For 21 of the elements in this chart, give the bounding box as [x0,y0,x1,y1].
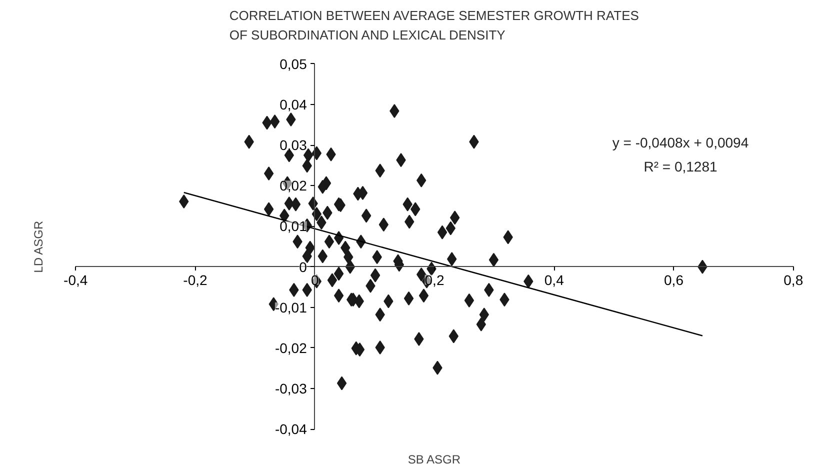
x-tick-label: 0,8 [784,272,804,288]
chart-title: CORRELATION BETWEEN AVERAGE SEMESTER GROWTH RATES OF SUBORDINATION AND LEXICAL DENSITY [229,8,640,42]
annotation: y = -0,0408x + 0,0094 [612,134,749,150]
y-tick-label: -0,03 [274,380,308,396]
y-axis-title: LD ASGR [32,220,46,273]
y-tick-label: -0,02 [274,340,308,356]
y-tick-label: 0 [299,258,308,275]
y-tick-label: 0,02 [280,178,308,194]
y-tick-label: 0,04 [280,96,308,112]
x-tick-label: 0,2 [424,272,444,288]
annotation: R² = 0,1281 [644,158,718,174]
x-tick-label: -0,4 [64,272,88,288]
y-tick-label: 0,03 [280,137,308,154]
x-tick-label: -0,2 [183,272,208,288]
y-tick-label: 0,05 [280,56,308,72]
y-tick-label: 0,01 [280,218,308,234]
y-tick-label: -0,01 [274,299,308,316]
x-tick-label: 0,6 [664,272,684,288]
y-tick-label: -0,04 [274,421,308,438]
x-tick-label: 0,4 [544,272,564,288]
x-axis-title: SB ASGR [408,452,461,466]
